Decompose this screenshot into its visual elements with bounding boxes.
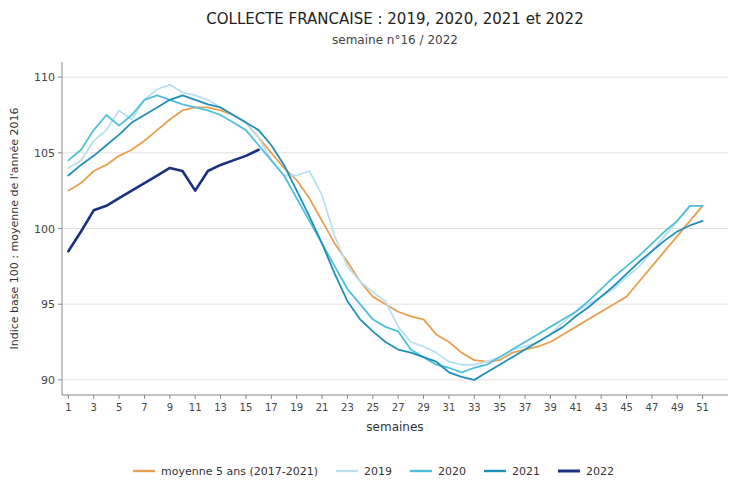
x-tick: [220, 395, 221, 399]
x-tick-label: 17: [265, 402, 278, 413]
y-tick-label: 100: [34, 223, 55, 236]
legend-swatch: [133, 470, 155, 472]
x-tick-label: 39: [544, 402, 557, 413]
series-line: [68, 85, 702, 365]
x-tick-label: 27: [392, 402, 405, 413]
x-tick: [296, 395, 297, 399]
grid-line: [62, 379, 728, 380]
x-tick-label: 5: [116, 402, 122, 413]
x-tick: [575, 395, 576, 399]
y-axis-label: Indice base 100 : moyenne de l'année 201…: [8, 108, 21, 350]
x-tick-label: 19: [290, 402, 303, 413]
legend-swatch: [410, 470, 432, 472]
y-tick-label: 105: [34, 147, 55, 160]
x-tick: [677, 395, 678, 399]
x-tick: [169, 395, 170, 399]
y-tick-label: 95: [41, 298, 55, 311]
x-tick: [423, 395, 424, 399]
x-tick-label: 13: [214, 402, 227, 413]
x-tick-label: 29: [417, 402, 430, 413]
x-tick-label: 31: [443, 402, 456, 413]
subtitle: semaine n°16 / 2022: [332, 33, 458, 47]
x-axis: [62, 395, 728, 396]
x-tick-label: 21: [316, 402, 329, 413]
lines: [68, 85, 702, 380]
x-tick: [398, 395, 399, 399]
x-tick: [93, 395, 94, 399]
grid-line: [62, 304, 728, 305]
y-tick-label: 90: [41, 374, 55, 387]
x-tick: [702, 395, 703, 399]
x-tick: [271, 395, 272, 399]
x-tick: [626, 395, 627, 399]
x-tick-label: 41: [569, 402, 582, 413]
legend-label: 2022: [586, 465, 614, 478]
x-tick-label: 37: [519, 402, 532, 413]
y-tick: [58, 379, 62, 380]
x-tick: [601, 395, 602, 399]
x-tick-label: 47: [646, 402, 659, 413]
x-tick-label: 11: [189, 402, 202, 413]
grid-line: [62, 77, 728, 78]
x-tick: [245, 395, 246, 399]
x-tick-label: 15: [240, 402, 253, 413]
x-tick: [651, 395, 652, 399]
grid-line: [62, 152, 728, 153]
x-tick-label: 49: [671, 402, 684, 413]
legend-item: moyenne 5 ans (2017-2021): [133, 465, 318, 478]
legend-swatch: [484, 470, 506, 472]
x-tick: [525, 395, 526, 399]
x-tick: [347, 395, 348, 399]
x-tick: [474, 395, 475, 399]
legend-swatch: [558, 470, 580, 473]
legend-item: 2020: [410, 465, 466, 478]
y-tick-label: 110: [34, 71, 55, 84]
x-tick: [322, 395, 323, 399]
legend: moyenne 5 ans (2017-2021) 2019 2020 2021 202…: [133, 465, 614, 478]
y-axis: [62, 62, 63, 395]
x-tick-label: 35: [493, 402, 506, 413]
x-tick-label: 1: [65, 402, 71, 413]
x-tick: [372, 395, 373, 399]
x-tick-label: 23: [341, 402, 354, 413]
legend-label: 2021: [512, 465, 540, 478]
x-tick-label: 25: [366, 402, 379, 413]
legend-label: 2019: [364, 465, 392, 478]
grid: [62, 77, 728, 380]
chart: COLLECTE FRANCAISE : 2019, 2020, 2021 et…: [0, 0, 747, 501]
x-tick: [195, 395, 196, 399]
title: COLLECTE FRANCAISE : 2019, 2020, 2021 et…: [206, 10, 583, 28]
legend-item: 2019: [336, 465, 392, 478]
x-tick-label: 51: [696, 402, 709, 413]
legend-swatch: [336, 470, 358, 472]
legend-label: 2020: [438, 465, 466, 478]
series-line: [68, 150, 258, 251]
x-tick: [119, 395, 120, 399]
y-tick: [58, 228, 62, 229]
y-tick: [58, 77, 62, 78]
x-tick: [68, 395, 69, 399]
x-tick-label: 33: [468, 402, 481, 413]
x-tick: [144, 395, 145, 399]
x-tick-label: 45: [620, 402, 633, 413]
y-tick: [58, 152, 62, 153]
x-tick-label: 3: [91, 402, 97, 413]
x-tick-label: 7: [141, 402, 147, 413]
legend-item: 2021: [484, 465, 540, 478]
x-tick: [499, 395, 500, 399]
x-tick-label: 9: [167, 402, 173, 413]
legend-label: moyenne 5 ans (2017-2021): [161, 465, 318, 478]
y-tick: [58, 304, 62, 305]
legend-item: 2022: [558, 465, 614, 478]
series-line: [68, 95, 702, 372]
x-tick: [550, 395, 551, 399]
x-axis-label: semaines: [366, 420, 423, 434]
x-tick-label: 43: [595, 402, 608, 413]
series-line: [68, 95, 702, 380]
series-line: [68, 107, 702, 361]
x-tick: [448, 395, 449, 399]
grid-line: [62, 228, 728, 229]
